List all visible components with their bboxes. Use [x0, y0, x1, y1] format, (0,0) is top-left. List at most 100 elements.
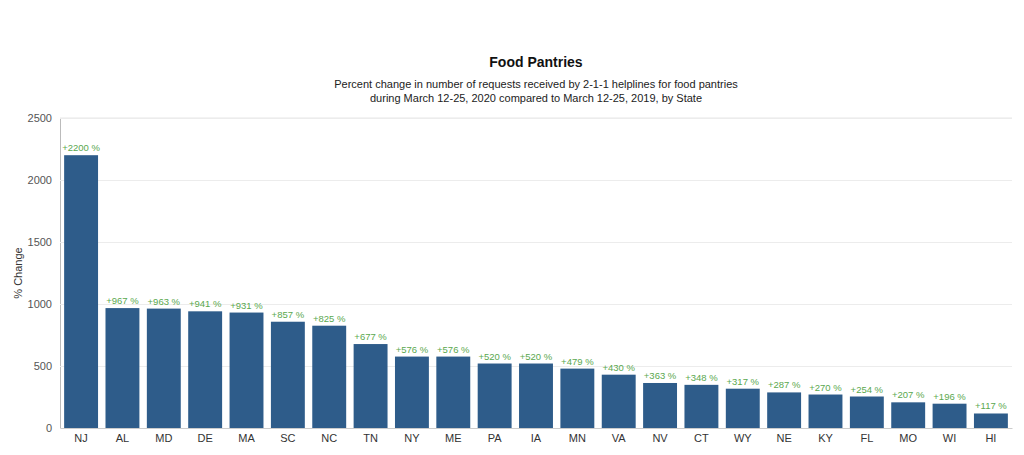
data-label: +117 %	[975, 400, 1007, 411]
y-tick-label: 0	[46, 422, 52, 434]
x-tick: NJ	[74, 428, 87, 444]
bar	[147, 309, 181, 428]
data-label: +520 %	[478, 351, 511, 362]
bar	[64, 155, 98, 428]
chart: Food Pantries Percent change in number of…	[0, 0, 1024, 455]
x-tick-label: FL	[860, 432, 873, 444]
bar	[684, 385, 718, 428]
x-tick: ME	[445, 428, 462, 444]
x-tick: WI	[943, 428, 956, 444]
x-tick-label: MN	[569, 432, 586, 444]
y-tick-label: 1500	[28, 236, 52, 248]
bar	[891, 402, 925, 428]
y-tick-label: 2500	[28, 112, 52, 124]
data-label: +963 %	[148, 296, 181, 307]
bar	[560, 369, 594, 428]
grid-line	[60, 428, 1012, 429]
y-axis-line	[61, 119, 1013, 429]
x-tick: MD	[155, 428, 172, 444]
x-tick-label: NE	[776, 432, 791, 444]
data-label: +576 %	[396, 344, 429, 355]
bar	[271, 322, 305, 428]
x-tick-label: NJ	[74, 432, 87, 444]
x-tick-label: PA	[488, 432, 503, 444]
title: Food Pantries	[489, 54, 583, 70]
bar	[809, 395, 843, 428]
data-label: +931 %	[230, 300, 263, 311]
x-tick-label: MA	[238, 432, 255, 444]
x-tick: HI	[985, 428, 996, 444]
bar	[850, 397, 884, 428]
y-axis-title: % Change	[12, 247, 24, 298]
data-label: +196 %	[933, 391, 966, 402]
y-tick: 2500	[28, 112, 1012, 124]
y-tick: 2000	[28, 174, 1012, 186]
x-tick-label: NV	[652, 432, 668, 444]
data-label: +576 %	[437, 344, 470, 355]
data-label: +207 %	[892, 389, 925, 400]
x-tick-label: MD	[155, 432, 172, 444]
bar	[974, 413, 1008, 428]
x-tick: AL	[116, 428, 129, 444]
x-tick: SC	[280, 428, 295, 444]
bar	[519, 364, 553, 428]
data-label: +967 %	[106, 295, 139, 306]
subtitle: Percent change in number of requests rec…	[334, 78, 738, 90]
bar	[436, 357, 470, 428]
data-label: +287 %	[768, 379, 801, 390]
bar	[188, 311, 222, 428]
x-tick-label: VA	[612, 432, 627, 444]
x-tick: KY	[818, 428, 833, 444]
data-label: +941 %	[189, 298, 222, 309]
frame	[60, 118, 1012, 119]
grid-line	[60, 242, 1012, 243]
x-tick: NC	[321, 428, 337, 444]
bar	[312, 326, 346, 428]
data-label: +317 %	[727, 376, 760, 387]
x-tick: IA	[531, 428, 542, 444]
x-tick-label: AL	[116, 432, 129, 444]
grid-line	[60, 180, 1012, 181]
x-tick-label: MO	[899, 432, 917, 444]
bar	[726, 389, 760, 428]
data-label: +270 %	[809, 382, 842, 393]
x-axis-line	[61, 428, 1013, 429]
grid-line	[60, 118, 1012, 119]
data-label: +520 %	[520, 351, 553, 362]
x-tick: MN	[569, 428, 586, 444]
subtitle: during March 12-25, 2020 compared to Mar…	[370, 92, 702, 104]
y-tick-label: 500	[34, 360, 52, 372]
data-label: +825 %	[313, 313, 346, 324]
data-label: +677 %	[354, 331, 387, 342]
bars	[64, 155, 1008, 428]
bar	[767, 392, 801, 428]
x-tick-label: SC	[280, 432, 295, 444]
data-label: +254 %	[851, 384, 884, 395]
x-tick-label: NC	[321, 432, 337, 444]
x-tick: FL	[860, 428, 873, 444]
x-tick: MA	[238, 428, 255, 444]
x-tick-label: CT	[694, 432, 709, 444]
x-tick: TN	[363, 428, 378, 444]
data-label: +857 %	[272, 309, 305, 320]
x-tick-label: TN	[363, 432, 378, 444]
bar	[643, 383, 677, 428]
x-axis: NJALMDDEMASCNCTNNYMEPAIAMNVANVCTWYNEKYFL…	[61, 428, 1013, 444]
x-tick: PA	[488, 428, 503, 444]
y-tick-label: 2000	[28, 174, 52, 186]
data-label: +348 %	[685, 372, 718, 383]
x-tick: DE	[198, 428, 213, 444]
x-tick: CT	[694, 428, 709, 444]
x-tick: WY	[734, 428, 752, 444]
data-label: +363 %	[644, 370, 677, 381]
x-tick-label: WY	[734, 432, 752, 444]
x-tick-label: HI	[985, 432, 996, 444]
data-labels: +2200 % +967 % +963 % +941 % +931 % +857 % +82…	[62, 142, 1007, 411]
bar	[933, 404, 967, 428]
x-tick-label: IA	[531, 432, 542, 444]
x-tick-label: DE	[198, 432, 213, 444]
data-label: +2200 %	[62, 142, 100, 153]
plot: 05001000150020002500NJALMDDEMASCNCTNNYME…	[28, 112, 1013, 444]
y-tick-label: 1000	[28, 298, 52, 310]
x-tick-label: WI	[943, 432, 956, 444]
